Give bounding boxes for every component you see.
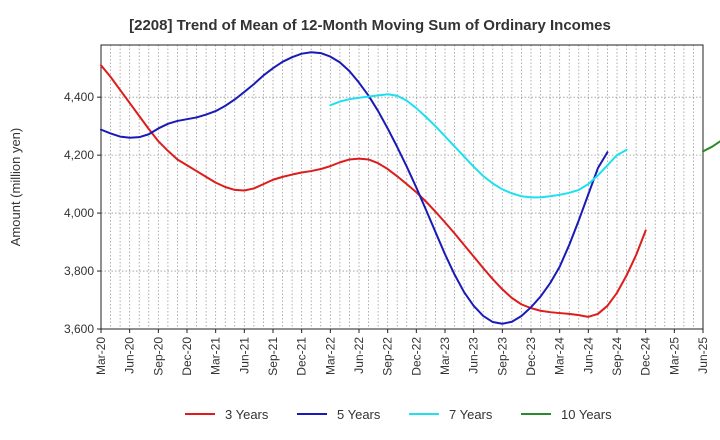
y-axis-ticks: 3,600 3,800 4,000 4,200 4,400: [64, 90, 101, 336]
grid: [100, 45, 704, 330]
series-line-3-years: [100, 64, 647, 318]
x-tick-label: Mar-22: [323, 337, 337, 375]
series-line-7-years: [329, 93, 628, 199]
x-tick-label: Dec-20: [180, 337, 194, 376]
x-tick-label: Mar-25: [667, 337, 681, 375]
chart-title: [2208] Trend of Mean of 12-Month Moving …: [129, 17, 611, 34]
series-line-10-years: [702, 140, 720, 153]
x-tick-label: Dec-23: [524, 337, 538, 376]
x-tick-label: Sep-23: [495, 337, 509, 376]
y-axis-label: Amount (million yen): [8, 128, 23, 247]
legend-label-10-years: 10 Years: [561, 407, 612, 422]
x-tick-label: Mar-23: [438, 337, 452, 375]
x-tick-label: Sep-20: [151, 337, 165, 376]
legend-label-3-years: 3 Years: [225, 407, 269, 422]
y-tick-label: 3,800: [64, 264, 94, 278]
x-tick-label: Sep-24: [610, 337, 624, 376]
x-tick-label: Jun-20: [123, 337, 137, 374]
x-tick-label: Dec-24: [639, 337, 653, 376]
x-axis-ticks: Mar-20 Jun-20 Sep-20 Dec-20 Mar-21 Jun-21 Sep-…: [94, 329, 710, 376]
series-line-5-years: [100, 51, 609, 325]
y-tick-label: 3,600: [64, 322, 94, 336]
x-tick-label: Dec-22: [409, 337, 423, 376]
x-tick-label: Jun-24: [581, 337, 595, 374]
y-tick-label: 4,200: [64, 148, 94, 162]
x-tick-label: Mar-20: [94, 337, 108, 375]
series-group: [100, 51, 720, 325]
plot-area-border: [100, 44, 704, 330]
y-tick-label: 4,000: [64, 206, 94, 220]
legend-label-7-years: 7 Years: [449, 407, 493, 422]
legend: 3 Years 5 Years 7 Years 10 Years: [185, 407, 612, 422]
x-tick-label: Dec-21: [295, 337, 309, 376]
x-tick-label: Jun-22: [352, 337, 366, 374]
x-tick-label: Mar-21: [209, 337, 223, 375]
x-tick-label: Jun-23: [467, 337, 481, 374]
y-tick-label: 4,400: [64, 90, 94, 104]
x-tick-label: Jun-21: [237, 337, 251, 374]
x-tick-label: Sep-21: [266, 337, 280, 376]
x-tick-label: Sep-22: [381, 337, 395, 376]
x-tick-label: Jun-25: [696, 337, 710, 374]
x-tick-label: Mar-24: [553, 337, 567, 375]
legend-label-5-years: 5 Years: [337, 407, 381, 422]
